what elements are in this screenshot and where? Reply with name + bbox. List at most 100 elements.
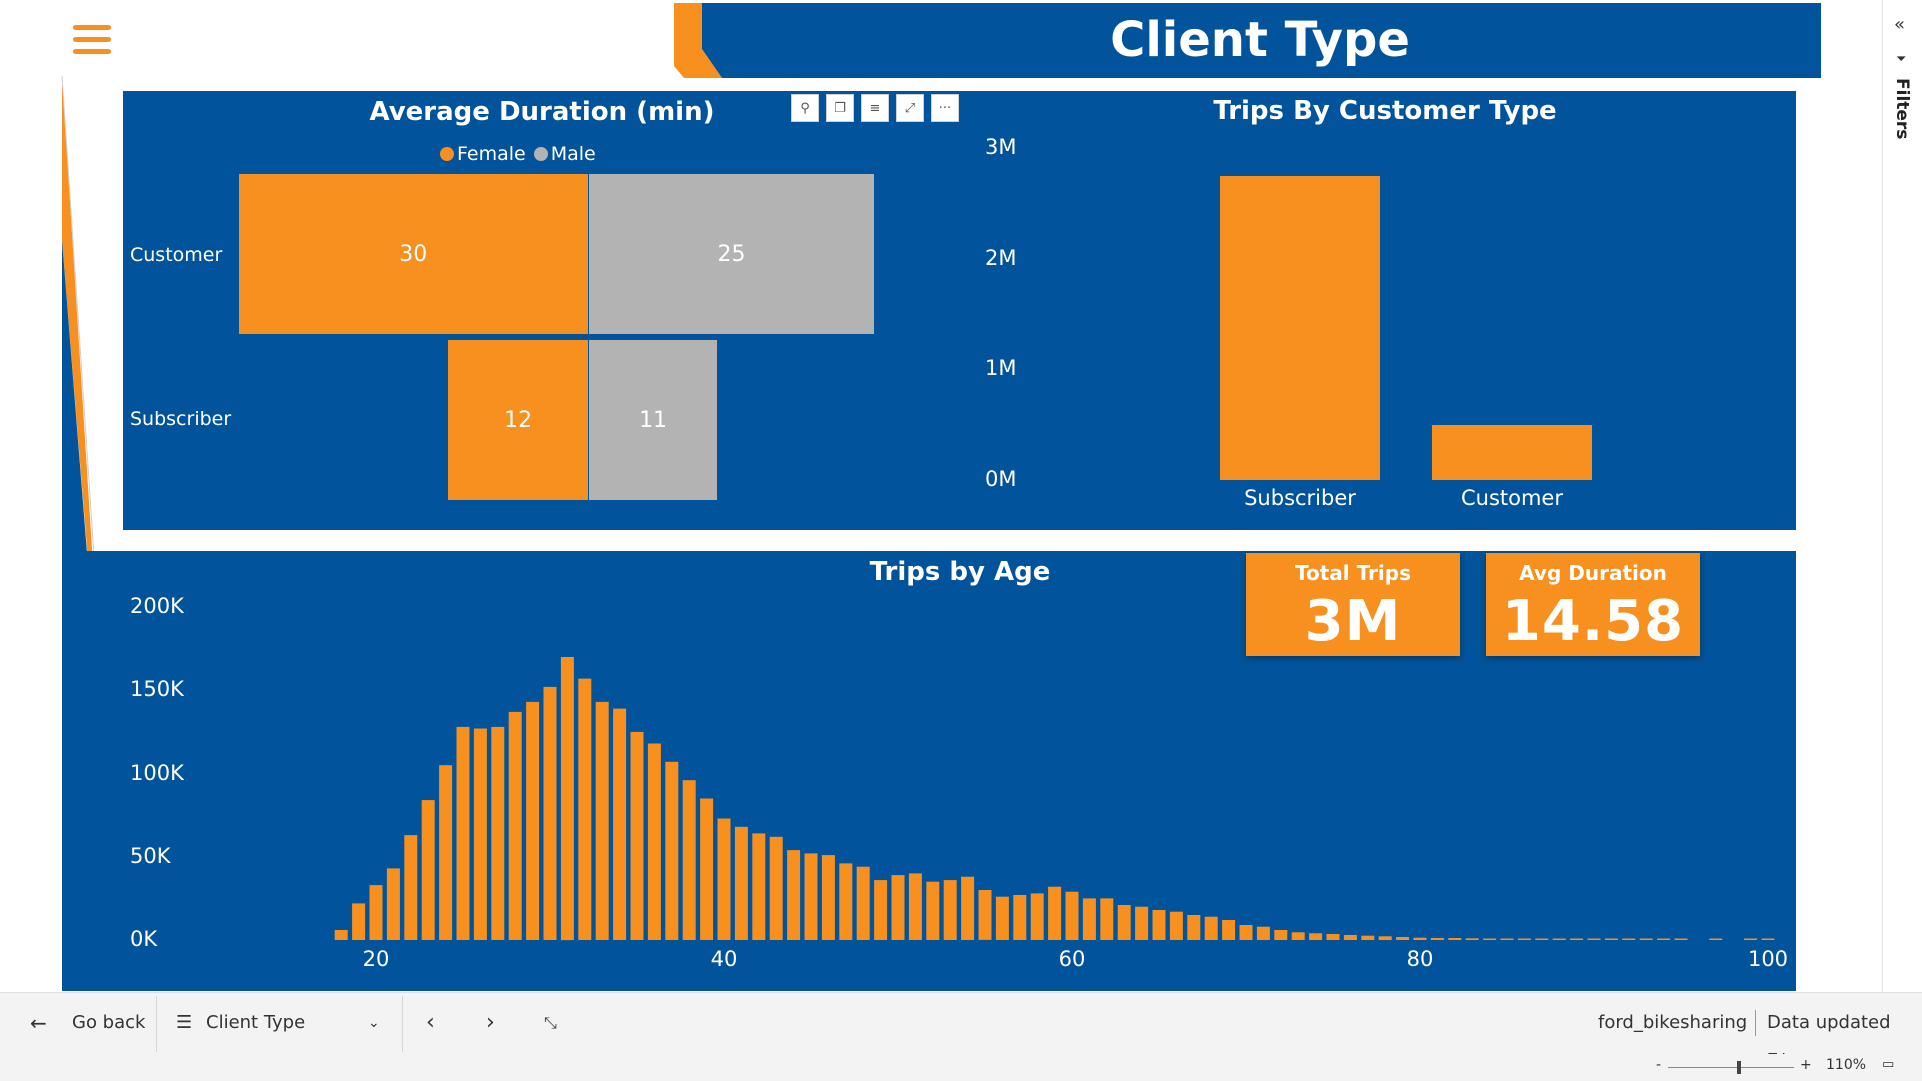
age-bar[interactable] <box>1030 893 1044 940</box>
age-bar[interactable] <box>734 826 748 940</box>
focus-mode-icon[interactable]: ⤢ <box>896 94 924 122</box>
age-bar[interactable] <box>1239 925 1253 940</box>
age-bar[interactable] <box>926 881 940 940</box>
age-bar[interactable] <box>1222 920 1236 940</box>
age-bar[interactable] <box>943 880 957 940</box>
filter-icon[interactable]: ≡ <box>861 94 889 122</box>
age-bar[interactable] <box>386 868 400 940</box>
age-bar[interactable] <box>352 903 366 940</box>
age-bar[interactable] <box>891 875 905 940</box>
fit-to-screen-icon[interactable]: ⤡ <box>544 1013 557 1032</box>
hamburger-icon[interactable] <box>73 25 111 59</box>
age-bar[interactable] <box>613 708 627 940</box>
copy-icon[interactable]: ❐ <box>826 94 854 122</box>
age-bar[interactable] <box>1430 938 1444 940</box>
previous-page-button[interactable]: ‹ <box>426 1010 435 1035</box>
age-bar[interactable] <box>1274 930 1288 940</box>
age-bar[interactable] <box>856 866 870 940</box>
age-bar[interactable] <box>1744 938 1758 941</box>
age-bar[interactable] <box>978 890 992 940</box>
zoom-slider-track[interactable] <box>1668 1067 1794 1068</box>
age-bar[interactable] <box>404 835 418 940</box>
age-bar[interactable] <box>1552 938 1566 941</box>
age-bar[interactable] <box>1500 938 1514 941</box>
age-bar[interactable] <box>1378 936 1392 940</box>
age-bar[interactable] <box>1465 938 1479 940</box>
legend-item-female[interactable]: Female <box>440 143 526 165</box>
age-bar[interactable] <box>961 876 975 940</box>
age-bar[interactable] <box>665 761 679 940</box>
age-bar[interactable] <box>334 930 348 940</box>
age-bar[interactable] <box>995 896 1009 940</box>
age-bar[interactable] <box>473 728 487 941</box>
legend-item-male[interactable]: Male <box>533 143 596 165</box>
filters-pane-collapsed[interactable] <box>1882 0 1922 992</box>
age-bar[interactable] <box>1169 911 1183 940</box>
age-bar[interactable] <box>769 836 783 940</box>
kpi-avg-duration[interactable]: Avg Duration 14.58 <box>1486 553 1700 656</box>
age-bar[interactable] <box>1152 910 1166 940</box>
chevron-down-icon[interactable]: ⌄ <box>368 1015 380 1031</box>
zoom-slider-thumb[interactable] <box>1737 1061 1742 1074</box>
kpi-total-trips[interactable]: Total Trips 3M <box>1246 553 1460 656</box>
customer-type-bar-customer[interactable] <box>1432 424 1592 480</box>
age-bar[interactable] <box>1448 938 1462 940</box>
age-bar[interactable] <box>508 711 522 940</box>
page-selector[interactable]: Client Type <box>206 1012 306 1033</box>
age-bar[interactable] <box>1065 891 1079 940</box>
age-bar[interactable] <box>1413 937 1427 940</box>
age-bar[interactable] <box>1082 898 1096 940</box>
age-bar[interactable] <box>1291 932 1305 940</box>
age-bar[interactable] <box>1396 937 1410 940</box>
age-bar[interactable] <box>1517 938 1531 941</box>
fit-page-icon[interactable]: ▭ <box>1882 1057 1895 1072</box>
age-bar[interactable] <box>1100 898 1114 940</box>
age-bar[interactable] <box>700 798 714 941</box>
age-bar[interactable] <box>1135 906 1149 940</box>
age-bar[interactable] <box>1709 938 1723 941</box>
age-bar[interactable] <box>560 657 574 941</box>
age-bar[interactable] <box>1013 895 1027 940</box>
age-bar[interactable] <box>682 780 696 940</box>
age-bar[interactable] <box>752 833 766 940</box>
age-bar[interactable] <box>1657 938 1671 941</box>
age-bar[interactable] <box>491 726 505 940</box>
age-bar[interactable] <box>908 873 922 940</box>
age-bar[interactable] <box>821 855 835 940</box>
bar-male-customer[interactable]: 25 <box>589 174 874 334</box>
age-bar[interactable] <box>717 818 731 941</box>
customer-type-bar-subscriber[interactable] <box>1220 175 1380 480</box>
zoom-in-button[interactable]: + <box>1800 1057 1812 1073</box>
more-options-icon[interactable]: ··· <box>931 94 959 122</box>
age-bar[interactable] <box>1256 926 1270 940</box>
age-bar[interactable] <box>1761 938 1775 941</box>
age-bar[interactable] <box>578 678 592 940</box>
age-bar[interactable] <box>1535 938 1549 941</box>
bar-female-customer[interactable]: 30 <box>238 174 588 334</box>
age-bar[interactable] <box>1309 933 1323 940</box>
bar-female-subscriber[interactable]: 12 <box>448 340 588 500</box>
pin-icon[interactable]: ⚲ <box>791 94 819 122</box>
age-bar[interactable] <box>369 885 383 940</box>
age-bar[interactable] <box>1204 916 1218 940</box>
age-bar[interactable] <box>1117 905 1131 940</box>
age-bar[interactable] <box>1483 938 1497 941</box>
age-bar[interactable] <box>595 701 609 940</box>
age-bar[interactable] <box>456 726 470 940</box>
age-bar[interactable] <box>1343 935 1357 940</box>
next-page-button[interactable]: › <box>486 1010 495 1035</box>
age-bar[interactable] <box>1326 934 1340 940</box>
age-bar[interactable] <box>1048 886 1062 940</box>
expand-pane-icon[interactable]: « <box>1894 14 1906 35</box>
zoom-out-button[interactable]: - <box>1656 1057 1662 1073</box>
age-bar[interactable] <box>543 686 557 940</box>
age-bar[interactable] <box>1604 938 1618 941</box>
age-bar[interactable] <box>647 743 661 941</box>
age-bar[interactable] <box>1187 915 1201 940</box>
go-back-button[interactable]: Go back <box>72 1012 146 1033</box>
filters-label[interactable]: Filters <box>1882 78 1922 168</box>
age-bar[interactable] <box>1639 938 1653 941</box>
age-bar[interactable] <box>1361 935 1375 940</box>
age-bar[interactable] <box>526 701 540 940</box>
age-bar[interactable] <box>787 850 801 940</box>
